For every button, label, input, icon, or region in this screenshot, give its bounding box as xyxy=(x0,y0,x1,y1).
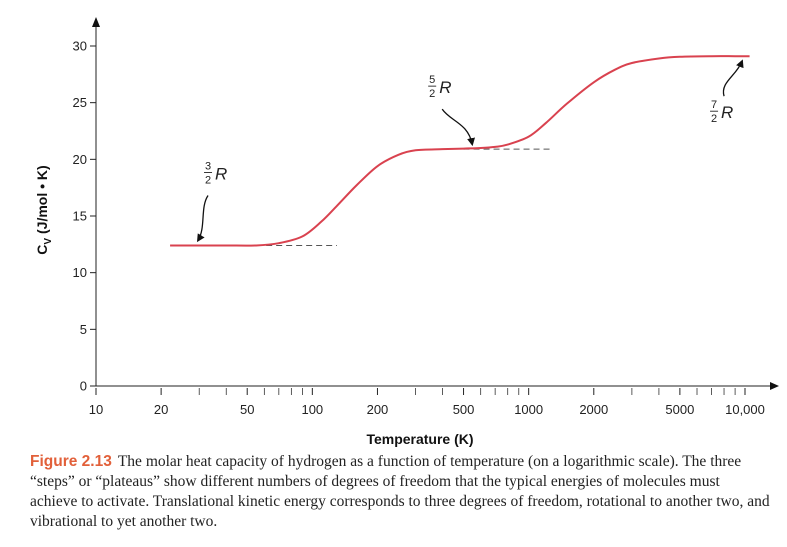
y-axis-title-sub: V xyxy=(43,238,54,245)
x-tick-label: 100 xyxy=(301,402,323,417)
x-tick-label: 2000 xyxy=(579,402,608,417)
fraction-numerator: 7 xyxy=(711,99,717,111)
gas-constant-symbol: R xyxy=(215,164,227,183)
y-axis-title-units: (J/mol • K) xyxy=(34,165,50,238)
y-tick-label: 0 xyxy=(80,379,87,394)
x-tick-label: 10,000 xyxy=(725,402,765,417)
annotation-arrow xyxy=(441,108,475,147)
x-tick-label: 10 xyxy=(89,402,103,417)
x-tick-label: 500 xyxy=(453,402,475,417)
y-tick-label: 15 xyxy=(73,209,87,224)
fraction-denominator: 2 xyxy=(429,88,435,100)
x-tick-label: 20 xyxy=(154,402,168,417)
degree-of-freedom-annotation: 5 2 R xyxy=(428,74,475,147)
gas-constant-symbol: R xyxy=(439,78,451,97)
figure-caption: Figure 2.13 The molar heat capacity of hy… xyxy=(30,452,770,532)
x-axis-arrow xyxy=(770,382,779,390)
y-tick-label: 5 xyxy=(80,322,87,337)
y-axis-title-main: C xyxy=(34,245,50,255)
annotation-arrow xyxy=(196,195,209,243)
fraction-denominator: 2 xyxy=(205,174,211,186)
y-tick-label: 30 xyxy=(73,39,87,54)
gas-constant-symbol: R xyxy=(721,103,733,122)
fraction-numerator: 5 xyxy=(429,74,435,86)
annotation-arrow xyxy=(722,59,744,97)
heat-capacity-chart: 10 20 50 100 200 500 1000 2000 5000 10,000 0 5 10 15 2… xyxy=(34,17,779,447)
degree-of-freedom-annotation: 7 2 R xyxy=(710,59,744,125)
heat-capacity-curve xyxy=(170,55,750,247)
x-axis-title: Temperature (K) xyxy=(366,431,473,447)
fraction-denominator: 2 xyxy=(711,113,717,125)
x-tick-label: 5000 xyxy=(665,402,694,417)
x-tick-label: 1000 xyxy=(514,402,543,417)
y-tick-label: 25 xyxy=(73,95,87,110)
caption-text: The molar heat capacity of hydrogen as a… xyxy=(30,453,770,530)
fraction-numerator: 3 xyxy=(205,160,211,172)
y-axis-arrow xyxy=(92,17,100,27)
y-tick-label: 10 xyxy=(73,265,87,280)
y-tick-label: 20 xyxy=(73,152,87,167)
x-tick-label: 50 xyxy=(240,402,254,417)
x-tick-label: 200 xyxy=(367,402,389,417)
caption-label: Figure 2.13 xyxy=(30,453,112,470)
degree-of-freedom-annotation: 3 2 R xyxy=(196,160,227,243)
y-axis-title: CV (J/mol • K) xyxy=(34,165,54,254)
